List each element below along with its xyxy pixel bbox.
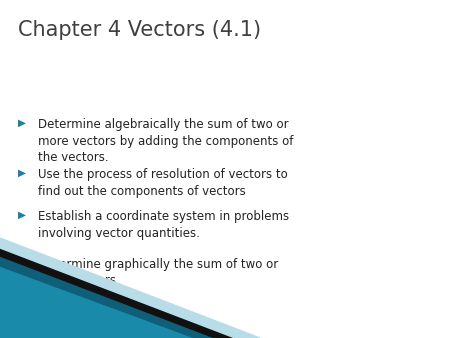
Text: Chapter 4 Vectors (4.1): Chapter 4 Vectors (4.1) <box>18 20 261 40</box>
Text: ▶: ▶ <box>18 210 26 220</box>
Text: Establish a coordinate system in problems
involving vector quantities.: Establish a coordinate system in problem… <box>38 210 289 240</box>
Polygon shape <box>0 238 260 338</box>
Text: ▶: ▶ <box>18 168 26 178</box>
Text: ▶: ▶ <box>18 118 26 128</box>
Polygon shape <box>0 256 215 338</box>
Polygon shape <box>0 248 235 338</box>
Text: Determine algebraically the sum of two or
more vectors by adding the components : Determine algebraically the sum of two o… <box>38 118 293 164</box>
Text: Determine graphically the sum of two or
more vectors.: Determine graphically the sum of two or … <box>38 258 278 288</box>
Polygon shape <box>0 266 195 338</box>
Text: ▶: ▶ <box>18 258 26 268</box>
Text: Use the process of resolution of vectors to
find out the components of vectors: Use the process of resolution of vectors… <box>38 168 288 197</box>
